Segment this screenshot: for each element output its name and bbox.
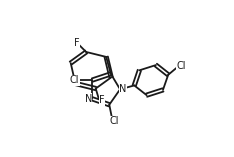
Text: Cl: Cl — [109, 116, 119, 126]
Text: Cl: Cl — [70, 75, 80, 85]
Text: Cl: Cl — [176, 61, 186, 71]
Text: F: F — [99, 95, 105, 105]
Text: N: N — [120, 84, 127, 94]
Text: N: N — [85, 94, 92, 104]
Text: F: F — [74, 38, 80, 48]
